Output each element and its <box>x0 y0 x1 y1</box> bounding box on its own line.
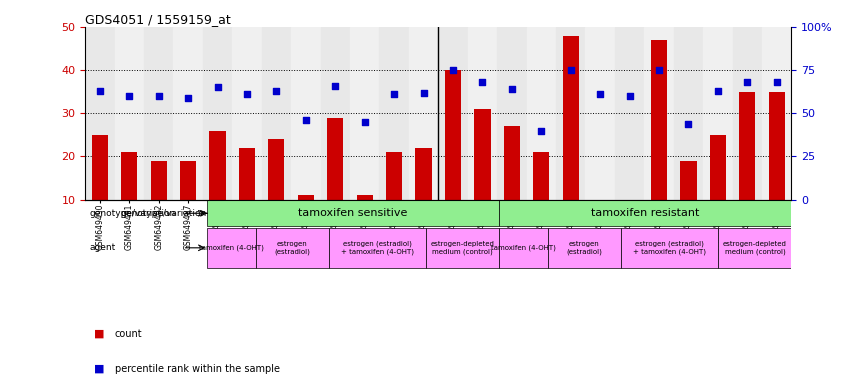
Bar <box>85 27 115 200</box>
Bar <box>563 36 579 200</box>
Bar <box>556 27 585 200</box>
Bar <box>268 139 284 200</box>
Bar <box>207 228 255 268</box>
Bar <box>209 131 226 200</box>
Point <box>446 67 460 73</box>
Text: GDS4051 / 1559159_at: GDS4051 / 1559159_at <box>85 13 231 26</box>
Text: estrogen-depleted
medium (control): estrogen-depleted medium (control) <box>431 241 494 255</box>
Bar <box>207 200 500 226</box>
Point <box>417 89 431 96</box>
Bar <box>232 27 262 200</box>
Bar <box>298 195 314 200</box>
Text: genotype/variation: genotype/variation <box>90 209 176 218</box>
Bar <box>426 228 500 268</box>
Text: estrogen (estradiol)
+ tamoxifen (4-OHT): estrogen (estradiol) + tamoxifen (4-OHT) <box>633 240 706 255</box>
Bar <box>262 27 291 200</box>
Point <box>211 84 225 91</box>
Text: percentile rank within the sample: percentile rank within the sample <box>115 364 280 374</box>
Bar <box>500 228 548 268</box>
Point <box>564 67 578 73</box>
Text: agent: agent <box>90 243 117 252</box>
Text: ■: ■ <box>94 364 104 374</box>
Text: tamoxifen sensitive: tamoxifen sensitive <box>299 208 408 218</box>
Point <box>476 79 489 85</box>
Bar <box>328 228 426 268</box>
Bar <box>121 152 137 200</box>
Bar <box>180 161 197 200</box>
Bar <box>327 118 343 200</box>
Text: tamoxifen (4-OHT): tamoxifen (4-OHT) <box>199 245 264 251</box>
Bar <box>585 27 614 200</box>
Bar <box>415 148 431 200</box>
Bar <box>203 27 232 200</box>
Bar <box>644 27 674 200</box>
Bar <box>321 27 350 200</box>
Bar <box>504 126 520 200</box>
Bar <box>534 152 550 200</box>
Text: tamoxifen (4-OHT): tamoxifen (4-OHT) <box>491 245 556 251</box>
Text: tamoxifen resistant: tamoxifen resistant <box>591 208 700 218</box>
Point <box>358 119 372 125</box>
Bar <box>408 27 438 200</box>
Bar <box>500 200 791 226</box>
Point <box>505 86 518 92</box>
Bar <box>386 152 403 200</box>
Bar <box>380 27 408 200</box>
Bar <box>614 27 644 200</box>
Bar <box>357 195 373 200</box>
Bar <box>762 27 791 200</box>
Bar <box>438 27 468 200</box>
Bar <box>468 27 497 200</box>
Point <box>534 127 548 134</box>
Text: estrogen-depleted
medium (control): estrogen-depleted medium (control) <box>723 241 787 255</box>
Bar <box>710 135 726 200</box>
Bar <box>548 228 621 268</box>
Point <box>387 91 401 98</box>
Bar <box>350 27 380 200</box>
Bar <box>151 161 167 200</box>
Point <box>240 91 254 98</box>
Bar <box>621 228 718 268</box>
Point <box>181 95 195 101</box>
Bar <box>680 161 696 200</box>
Point <box>652 67 665 73</box>
Point <box>593 91 607 98</box>
Bar <box>703 27 733 200</box>
Bar <box>740 92 756 200</box>
Point <box>328 83 342 89</box>
Point <box>623 93 637 99</box>
Point <box>123 93 136 99</box>
Bar <box>92 135 108 200</box>
Text: estrogen (estradiol)
+ tamoxifen (4-OHT): estrogen (estradiol) + tamoxifen (4-OHT) <box>341 240 414 255</box>
Bar <box>474 109 490 200</box>
Point <box>740 79 754 85</box>
Point <box>151 93 165 99</box>
Bar <box>255 228 328 268</box>
Bar <box>718 228 791 268</box>
Point <box>93 88 106 94</box>
Point <box>299 117 312 123</box>
Bar <box>174 27 203 200</box>
Bar <box>239 148 255 200</box>
Bar <box>144 27 174 200</box>
Bar <box>445 70 461 200</box>
Point <box>711 88 725 94</box>
Bar <box>291 27 321 200</box>
Bar <box>733 27 762 200</box>
Point <box>682 121 695 127</box>
Bar <box>527 27 556 200</box>
Text: ■: ■ <box>94 329 104 339</box>
Bar <box>768 92 785 200</box>
Bar <box>115 27 144 200</box>
Bar <box>651 40 667 200</box>
Text: estrogen
(estradiol): estrogen (estradiol) <box>567 241 603 255</box>
Bar <box>674 27 703 200</box>
Text: estrogen
(estradiol): estrogen (estradiol) <box>274 241 310 255</box>
Text: count: count <box>115 329 142 339</box>
Bar <box>497 27 527 200</box>
Point <box>270 88 283 94</box>
Point <box>770 79 784 85</box>
Text: genotype/variation: genotype/variation <box>121 209 207 218</box>
